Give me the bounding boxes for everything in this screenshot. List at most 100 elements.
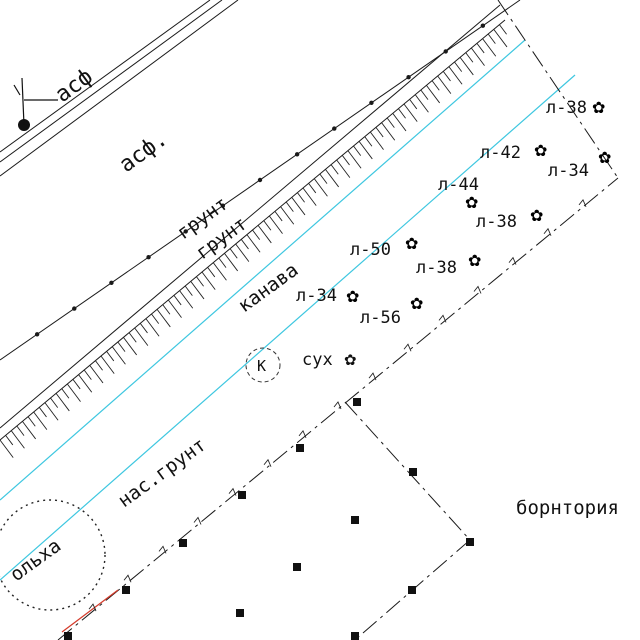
hatch-mark [476,43,485,54]
boundary-dashed-line [57,177,619,640]
hatch-mark [426,85,441,104]
boundary-tick [88,603,97,612]
hatch-mark [448,66,463,85]
hatch-mark [364,136,373,147]
boundary-dashed-line-top [497,0,619,179]
ditch-water-line-2 [0,74,576,581]
boundary-tick [438,314,447,323]
grid-marker-square [466,538,474,546]
hatch-mark [0,439,14,458]
hatch-mark [375,127,384,138]
tree-label: л-38 [546,98,587,118]
grid-marker-square [64,632,72,640]
label-oval: ольха [6,535,65,586]
boundary-tick [263,458,272,467]
grid-marker-square [122,586,130,594]
ditch-water-line-1 [0,39,526,501]
hatch-mark [190,281,205,300]
hatch-mark [83,369,92,380]
hatch-mark [179,290,194,309]
ditch-slope-hatching [0,24,508,458]
hatch-mark [459,57,474,76]
fence-post-dot [480,23,486,28]
fence-post-dot [34,332,40,337]
hatch-mark [291,197,306,216]
dry-tree-icon: ✿ [344,353,357,369]
tree-item: л-50 ✿ [350,236,418,260]
tree-label: л-34 [548,161,589,181]
hatch-mark [117,341,126,352]
tree-icon: ✿ [465,195,478,212]
fence-post-dot [146,254,151,260]
building-grid-markers [64,398,474,640]
label-asphalt-area: асф. [115,126,173,177]
label-ditch: канава [234,259,302,317]
grid-marker-square [236,609,244,617]
label-building: борнтория [516,497,619,519]
road-edge-line-3 [0,0,239,177]
fence-post-dot [183,229,188,234]
fence-post-dot [109,280,114,286]
hatch-mark [493,29,508,48]
hatch-mark [5,435,14,446]
hatch-mark [162,304,171,315]
hatch-mark [313,178,328,197]
hatch-mark [499,24,507,35]
hatch-mark [319,173,328,184]
grid-marker-square [351,516,359,524]
hatch-mark [218,257,227,268]
hatch-mark [10,430,25,449]
hatch-mark [358,141,373,160]
hatch-mark [341,155,350,166]
tree-icon: ✿ [410,296,423,313]
grid-marker-square [179,539,187,547]
hatch-mark [95,360,103,371]
grid-marker-square [353,398,361,406]
road-edge-line-1 [0,0,211,153]
hatch-mark [442,71,451,82]
hatch-mark [196,276,204,287]
hatch-mark [128,332,137,343]
grid-marker-square [296,444,304,452]
hatch-mark [381,122,396,141]
hatch-mark [33,411,48,430]
grid-marker-square [408,586,416,594]
hatch-mark [106,351,115,362]
fence-post-dot [332,126,337,131]
tree-label: л-50 [350,240,391,260]
boundary-tick [333,401,342,410]
tree-labels: л-38 ✿ л-42 ✿ л-34✿ л-44✿ л-38 ✿ л-50 ✿ л-38… [296,98,611,328]
hatch-mark [72,379,81,390]
hatch-mark [398,108,406,119]
hatch-mark [229,248,238,259]
hatch-mark [285,201,294,212]
hatch-mark [330,164,339,175]
hatch-mark [151,313,160,324]
fence-post-dot [443,49,448,54]
hatch-mark [386,117,395,128]
label-dry-tree: сух [302,350,333,370]
tree-item: л-34 ✿ [548,150,611,181]
tree-icon: ✿ [534,143,547,160]
grid-marker-square [293,563,301,571]
tree-icon: ✿ [468,253,481,270]
hatch-mark [201,271,216,290]
hatch-mark [55,393,70,412]
hatch-mark [38,407,47,418]
hatch-mark [22,421,37,440]
hatch-mark [139,323,148,334]
hatch-mark [89,365,104,384]
hatch-mark [336,159,351,178]
tree-item: л-38 ✿ [476,208,543,232]
hatch-mark [482,38,497,57]
hatch-mark [16,425,25,436]
dotted-oval [0,499,106,611]
hatch-mark [257,225,272,244]
boundary-tick [123,574,132,583]
tree-item: л-42 ✿ [480,143,547,163]
tree-icon: ✿ [405,236,418,253]
hatch-mark [392,113,407,132]
boundary-tick [158,545,167,554]
hatch-mark [134,327,149,346]
hatch-mark [252,229,261,240]
